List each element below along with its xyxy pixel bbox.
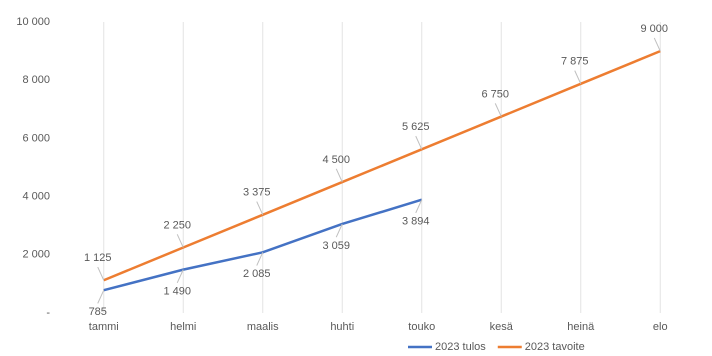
y-tick-label: - (46, 307, 50, 319)
leader-line (335, 168, 343, 183)
data-label: 5 625 (402, 121, 430, 133)
x-tick-label: touko (408, 321, 435, 333)
x-tick-label: heinä (567, 321, 595, 333)
data-label: 4 500 (322, 154, 350, 166)
series-line (103, 49, 661, 282)
leader-line (653, 37, 661, 52)
legend-label: 2023 tavoite (525, 341, 585, 353)
y-tick-label: 8 000 (22, 74, 50, 86)
legend-label: 2023 tulos (435, 341, 486, 353)
leader-line (494, 103, 502, 117)
y-tick-label: 2 000 (22, 249, 50, 261)
data-label: 1 125 (84, 252, 112, 264)
leader-line (256, 252, 264, 266)
leader-line (256, 201, 264, 215)
leader-line (176, 269, 184, 284)
y-tick-label: 10 000 (16, 16, 50, 28)
data-label: 2 085 (243, 268, 271, 280)
x-tick-label: maalis (247, 321, 279, 333)
data-label: 3 059 (322, 240, 350, 252)
x-tick-label: helmi (170, 321, 196, 333)
data-label: 785 (89, 306, 107, 318)
leader-line (335, 223, 343, 238)
data-label: 2 250 (163, 219, 191, 231)
leader-line (415, 199, 423, 214)
data-label: 7 875 (561, 56, 589, 68)
leader-line (97, 266, 105, 281)
data-label: 9 000 (640, 23, 668, 35)
y-tick-label: 4 000 (22, 191, 50, 203)
data-label: 3 375 (243, 187, 271, 199)
data-label: 6 750 (481, 88, 509, 100)
leader-line (97, 289, 105, 304)
x-tick-label: kesä (490, 321, 514, 333)
leader-line (415, 135, 423, 150)
data-label: 3 894 (402, 216, 430, 228)
y-tick-label: 6 000 (22, 132, 50, 144)
x-tick-label: tammi (89, 321, 119, 333)
x-tick-label: huhti (330, 321, 354, 333)
leader-line (176, 234, 184, 248)
x-tick-label: elo (653, 321, 668, 333)
leader-line (574, 70, 582, 85)
data-label: 1 490 (163, 286, 191, 298)
